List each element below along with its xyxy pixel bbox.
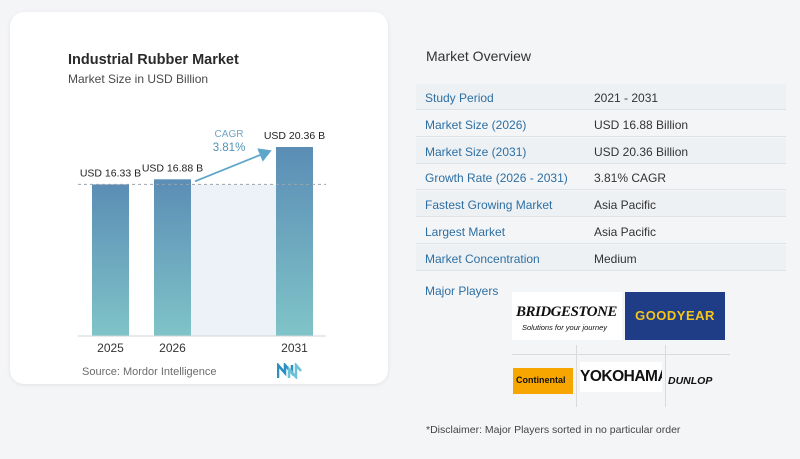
overview-row: Market Size (2031) USD 20.36 Billion bbox=[416, 137, 786, 164]
cagr-arrow bbox=[194, 148, 272, 183]
x-tick-label: 2025 bbox=[97, 341, 124, 355]
bar-value-label: USD 20.36 B bbox=[264, 130, 325, 142]
chart-subtitle: Market Size in USD Billion bbox=[68, 72, 209, 86]
row-separator bbox=[416, 269, 786, 271]
bar-2025 bbox=[92, 184, 129, 336]
overview-row-label: Largest Market bbox=[425, 225, 506, 239]
growth-band bbox=[191, 184, 276, 336]
overview-row-label: Market Concentration bbox=[425, 251, 540, 266]
row-separator bbox=[416, 216, 786, 218]
disclaimer-text: *Disclaimer: Major Players sorted in no … bbox=[426, 424, 681, 436]
bar-2026 bbox=[154, 179, 191, 336]
major-players-title: Major Players bbox=[425, 284, 499, 298]
overview-row: Fastest Growing Market Asia Pacific bbox=[416, 191, 786, 218]
overview-row-value: USD 16.88 Billion bbox=[594, 117, 689, 132]
overview-row: Market Size (2026) USD 16.88 Billion bbox=[416, 111, 786, 137]
overview-row-value: Medium bbox=[594, 251, 637, 266]
overview-row-label: Growth Rate (2026 - 2031) bbox=[425, 171, 568, 186]
chart-title: Industrial Rubber Market bbox=[68, 52, 239, 68]
overview-row: Market Concentration Medium bbox=[416, 244, 786, 271]
bar-chart: USD 16.33 B 2025 USD 16.88 B 2026 USD 20.36 … bbox=[78, 129, 326, 355]
cagr-label: CAGR bbox=[215, 129, 244, 140]
overview-row-value: Asia Pacific bbox=[594, 225, 657, 239]
source-text: Source: Mordor Intelligence bbox=[82, 366, 217, 378]
market-overview-title: Market Overview bbox=[426, 48, 532, 64]
dunlop-logo: DUNLOP bbox=[668, 375, 713, 387]
logo-divider bbox=[665, 345, 666, 407]
overview-row-label: Fastest Growing Market bbox=[425, 198, 553, 213]
mordor-logo-icon bbox=[277, 363, 302, 379]
overview-row: Largest Market Asia Pacific bbox=[416, 218, 786, 244]
overview-row-value: 3.81% CAGR bbox=[594, 171, 667, 186]
x-tick-label: 2026 bbox=[159, 341, 186, 355]
yokohama-logo: YOKOHAMA bbox=[580, 362, 662, 392]
overview-row-value: 2021 - 2031 bbox=[594, 91, 659, 105]
row-separator bbox=[416, 135, 786, 137]
continental-logo: Continental bbox=[513, 368, 573, 394]
overview-row-value: USD 20.36 Billion bbox=[594, 144, 689, 159]
row-separator bbox=[416, 243, 786, 244]
cagr-value: 3.81% bbox=[213, 142, 246, 154]
overview-row-label: Market Size (2026) bbox=[425, 117, 527, 132]
overview-row-label: Study Period bbox=[425, 91, 494, 105]
x-tick-label: 2031 bbox=[281, 341, 308, 355]
overview-row-label: Market Size (2031) bbox=[425, 144, 527, 159]
logo-divider bbox=[576, 345, 577, 407]
overview-row: Study Period 2021 - 2031 bbox=[416, 84, 786, 110]
logo-divider bbox=[512, 354, 730, 355]
bar-value-label: USD 16.33 B bbox=[80, 167, 141, 179]
overview-row-value: Asia Pacific bbox=[594, 198, 657, 213]
bar-value-label: USD 16.88 B bbox=[142, 162, 203, 174]
row-separator bbox=[416, 109, 786, 110]
bar-2031 bbox=[276, 147, 313, 336]
bridgestone-logo: BRIDGESTONE Solutions for your journey bbox=[512, 292, 622, 340]
row-separator bbox=[416, 162, 786, 164]
row-separator bbox=[416, 189, 786, 191]
goodyear-logo: GOODYEAR bbox=[625, 292, 725, 340]
overview-row: Growth Rate (2026 - 2031) 3.81% CAGR bbox=[416, 164, 786, 191]
